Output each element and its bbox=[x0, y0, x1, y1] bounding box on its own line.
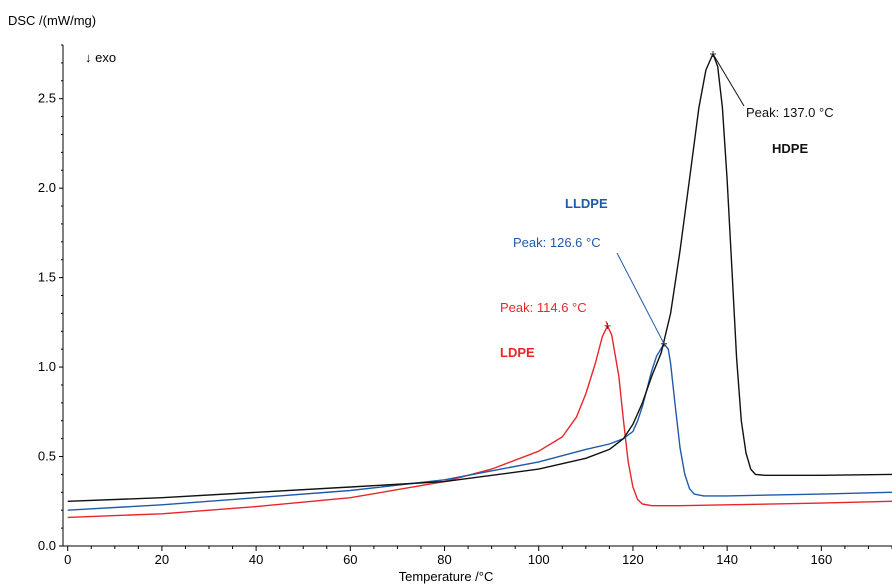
annotations: Peak: 137.0 °C HDPE LLDPE Peak: 126.6 °C Pea… bbox=[500, 53, 834, 360]
x-tick-label: 160 bbox=[810, 552, 832, 567]
y-tick-label: 1.0 bbox=[38, 359, 56, 374]
x-tick-label: 0 bbox=[64, 552, 71, 567]
x-tick-label: 80 bbox=[437, 552, 451, 567]
x-tick-label: 20 bbox=[155, 552, 169, 567]
peak-marker-hdpe bbox=[710, 50, 717, 57]
y-tick-label: 2.5 bbox=[38, 91, 56, 106]
axes: 0.0 0.5 1.0 1.5 2.0 2.5 0 20 40 60 80 100 120 140 160 bbox=[38, 44, 892, 567]
x-tick-label: 100 bbox=[528, 552, 550, 567]
material-label-lldpe: LLDPE bbox=[565, 196, 608, 211]
x-axis-label: Temperature /°C bbox=[398, 569, 494, 584]
material-label-ldpe: LDPE bbox=[500, 345, 535, 360]
series-line-hdpe bbox=[67, 53, 892, 502]
peak-label-lldpe: Peak: 126.6 °C bbox=[513, 235, 601, 250]
leader-line-ldpe bbox=[605, 320, 608, 327]
leader-line-hdpe bbox=[712, 53, 745, 107]
material-label-hdpe: HDPE bbox=[772, 141, 808, 156]
x-tick-label: 60 bbox=[343, 552, 357, 567]
x-tick-label: 120 bbox=[622, 552, 644, 567]
y-tick-label: 0.0 bbox=[38, 538, 56, 553]
y-tick-label: 0.5 bbox=[38, 449, 56, 464]
series-line-lldpe bbox=[67, 343, 892, 511]
peak-label-hdpe: Peak: 137.0 °C bbox=[746, 105, 834, 120]
peak-label-ldpe: Peak: 114.6 °C bbox=[500, 300, 587, 315]
series-line-ldpe bbox=[67, 325, 892, 519]
y-axis-label: DSC /(mW/mg) bbox=[8, 13, 97, 28]
y-tick-label: 2.0 bbox=[38, 180, 56, 195]
peak-marker-ldpe bbox=[604, 322, 611, 329]
exo-direction-note: ↓ exo bbox=[85, 50, 117, 65]
curves bbox=[67, 50, 892, 519]
leader-line-lldpe bbox=[616, 252, 665, 345]
x-tick-label: 140 bbox=[716, 552, 738, 567]
x-tick-label: 40 bbox=[249, 552, 263, 567]
y-tick-label: 1.5 bbox=[38, 270, 56, 285]
